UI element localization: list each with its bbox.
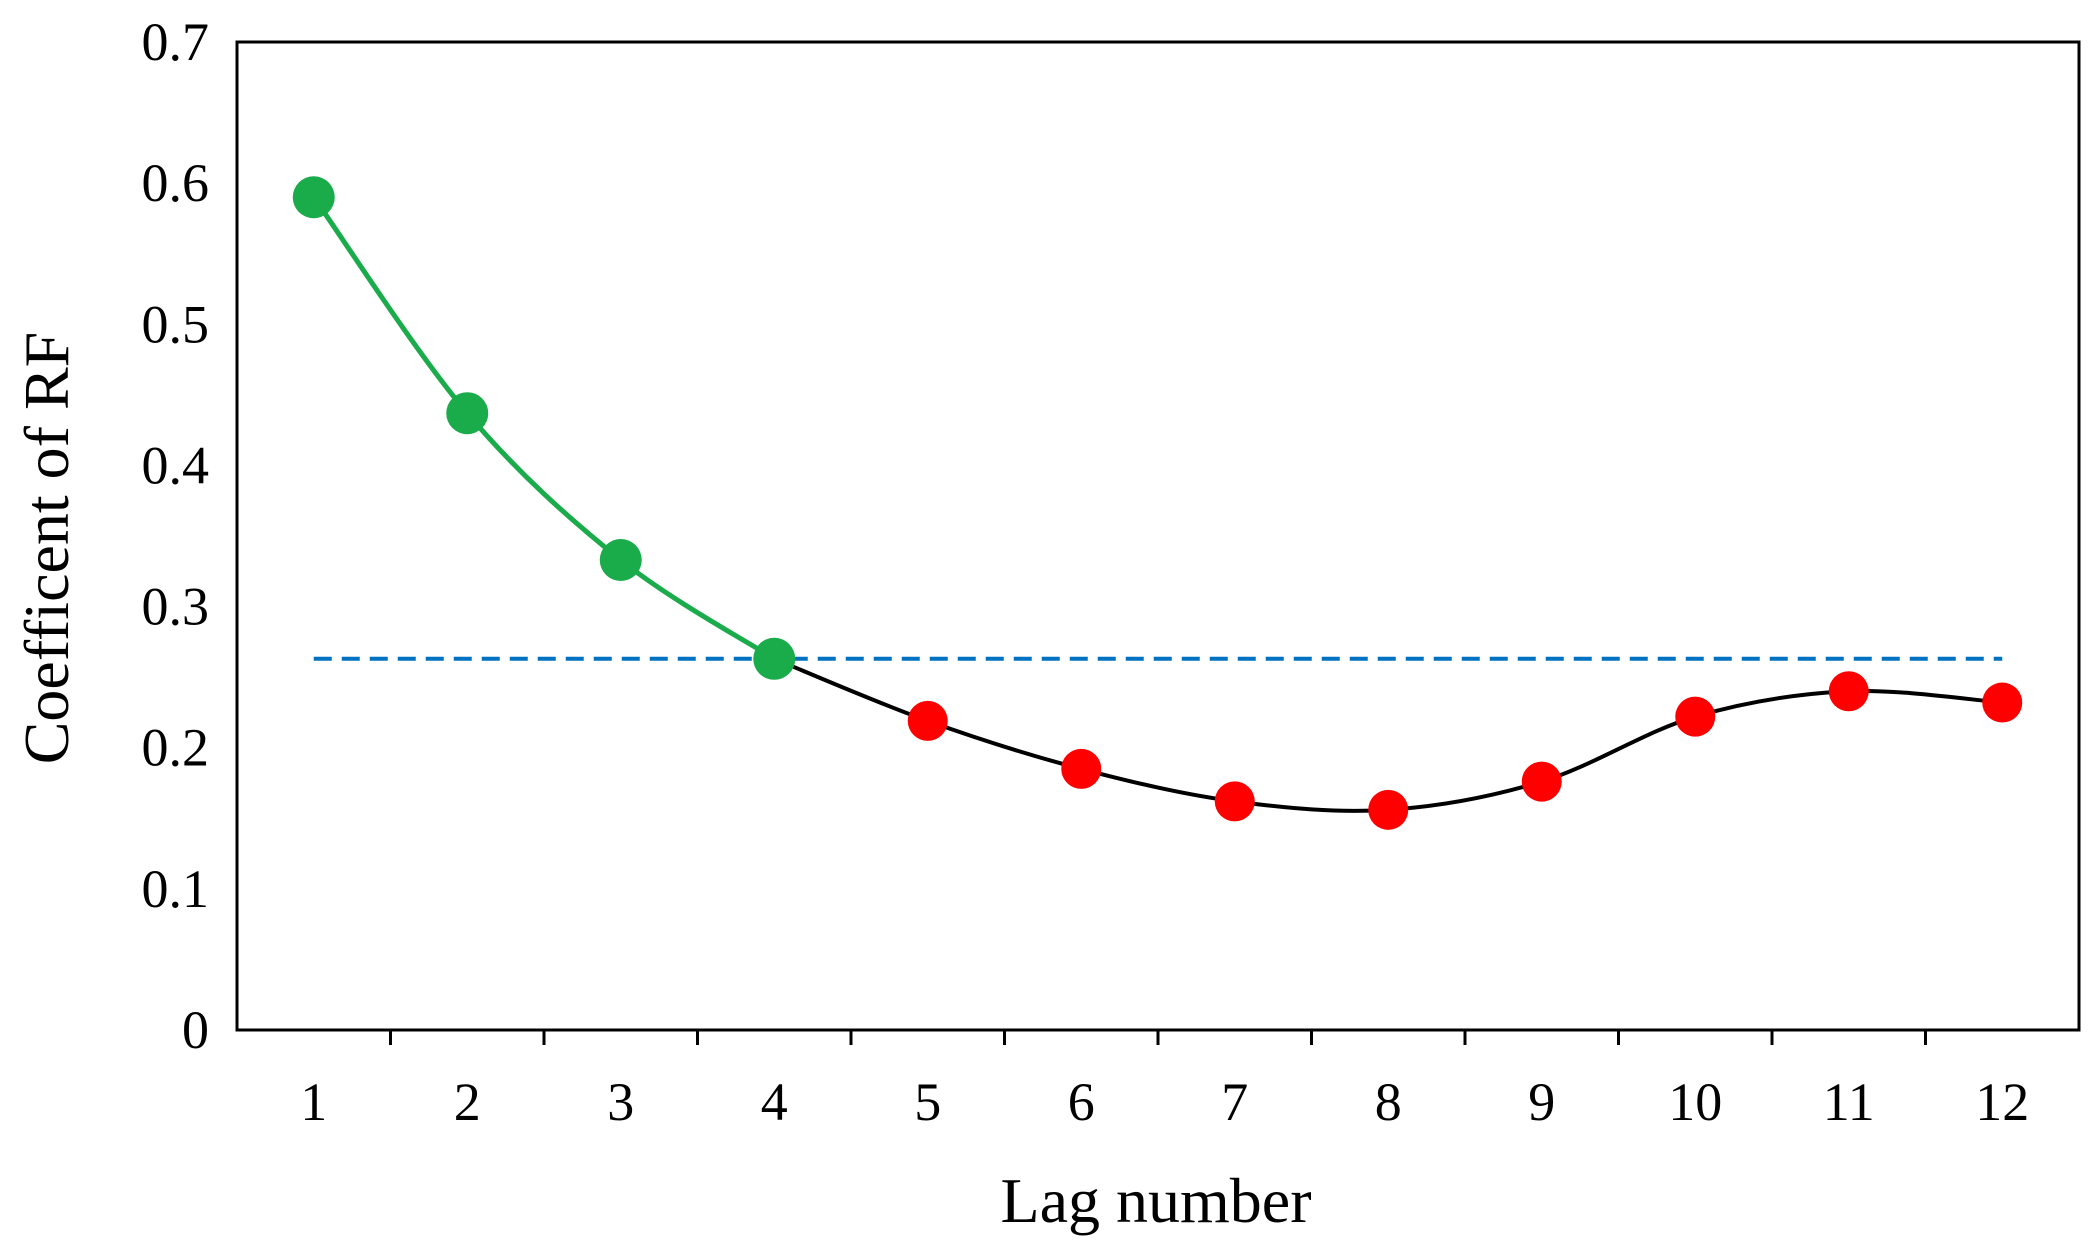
y-tick-label: 0 — [182, 1000, 209, 1060]
y-tick-label: 0.1 — [142, 859, 210, 919]
data-point — [1675, 696, 1716, 737]
x-tick-label: 7 — [1221, 1072, 1248, 1132]
x-tick-label: 6 — [1068, 1072, 1095, 1132]
data-point — [1368, 789, 1409, 830]
series-line-significant — [311, 195, 776, 661]
y-tick-label: 0.5 — [142, 294, 210, 354]
significant-point — [753, 637, 796, 680]
x-tick-label: 4 — [761, 1072, 788, 1132]
significant-point — [292, 176, 335, 219]
y-tick-label: 0.7 — [142, 12, 210, 72]
data-point — [1061, 748, 1102, 789]
x-tick-label: 9 — [1528, 1072, 1555, 1132]
x-tick-label: 10 — [1668, 1072, 1722, 1132]
y-axis-title: Coefficent of RF — [11, 332, 82, 765]
x-tick-label: 5 — [914, 1072, 941, 1132]
x-axis-title: Lag number — [1001, 1165, 1312, 1236]
data-point — [907, 700, 948, 741]
data-point — [1982, 682, 2023, 723]
y-tick-label: 0.4 — [142, 435, 210, 495]
x-tick-label: 3 — [607, 1072, 634, 1132]
x-tick-label: 8 — [1375, 1072, 1402, 1132]
y-tick-label: 0.6 — [142, 153, 210, 213]
plot-frame — [235, 40, 2081, 1032]
y-tick-label: 0.2 — [142, 718, 210, 778]
significant-point — [446, 392, 489, 435]
x-tick-label: 12 — [1975, 1072, 2029, 1132]
data-point — [1214, 781, 1255, 822]
series-line-rest — [773, 656, 2003, 813]
x-tick-label: 1 — [300, 1072, 327, 1132]
data-point — [1521, 761, 1562, 802]
significant-point — [599, 538, 642, 581]
y-tick-label: 0.3 — [142, 577, 210, 637]
x-tick-label: 2 — [454, 1072, 481, 1132]
x-tick-label: 11 — [1823, 1072, 1875, 1132]
data-point — [1828, 671, 1869, 712]
plot-area: 00.10.20.30.40.50.60.71 2 3 4 5 6 7 8 9 10 11 12 — [142, 12, 2081, 1132]
